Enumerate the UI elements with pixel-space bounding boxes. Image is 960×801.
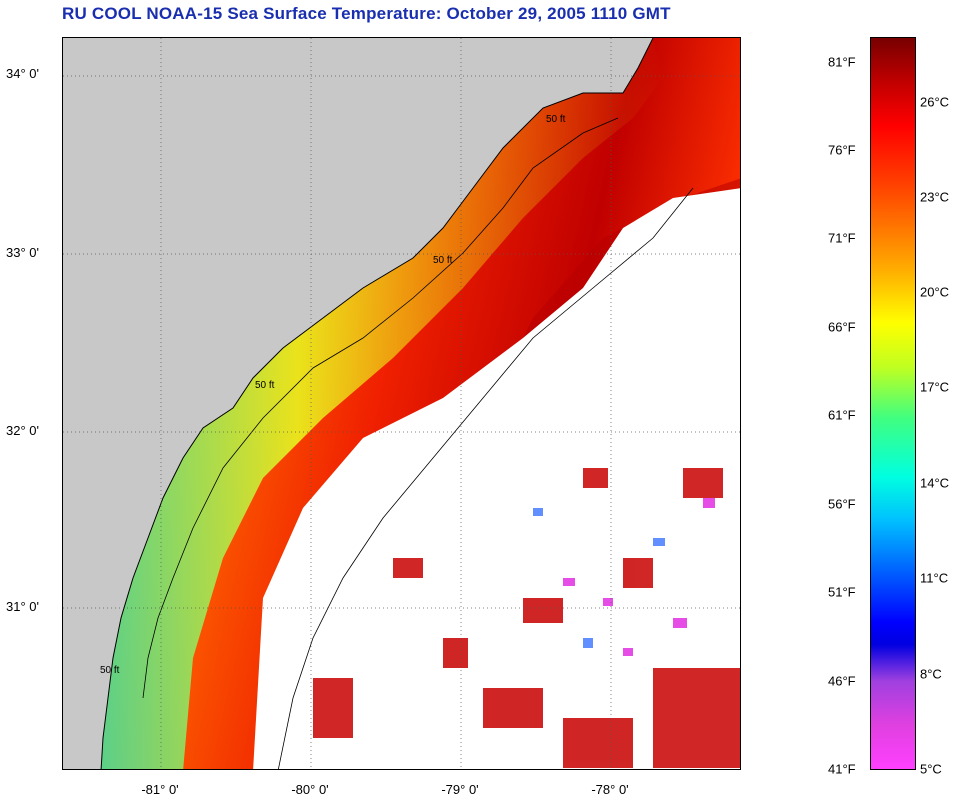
sst-map-canvas: 50 ft 50 ft 50 ft 50 ft [63,38,740,769]
lat-label-32: 32° 0' [6,423,39,438]
lat-label-31: 31° 0' [6,599,39,614]
colorbar-f-label: 56°F [828,496,856,512]
contour-label-4: 50 ft [100,665,120,676]
coastal-band [101,38,663,769]
depth-contour-offshore [278,187,694,769]
contour-label-2: 50 ft [433,255,453,266]
contour-label-1: 50 ft [546,114,566,125]
lat-label-34: 34° 0' [6,66,39,81]
contour-label-3: 50 ft [255,380,275,391]
colorbar-c-label: 17°C [920,379,950,395]
colorbar-f-label: 66°F [828,319,856,335]
colorbar-f-label: 46°F [828,673,856,689]
colorbar-f-label: 41°F [828,761,856,777]
colorbar-f-label: 61°F [828,407,856,423]
colorbar-c-label: 11°C [920,570,949,586]
cloud-cover [253,188,740,769]
land-area [63,38,653,769]
sst-patches [313,468,740,768]
cool-patches [563,498,715,656]
colorbar-f-label: 51°F [828,584,856,600]
lon-label-79: -79° 0' [441,782,479,797]
lat-label-33: 33° 0' [6,245,39,260]
lon-label-78: -78° 0' [591,782,629,797]
map-title: RU COOL NOAA-15 Sea Surface Temperature:… [62,4,671,23]
colorbar-f-label: 76°F [828,142,856,158]
colorbar-c-label: 26°C [920,94,950,110]
colorbar-c-label: 5°C [920,761,942,777]
lon-label-80: -80° 0' [291,782,329,797]
colorbar-c-label: 8°C [920,666,942,682]
colorbar-f-label: 81°F [828,54,856,70]
temperature-colorbar [870,37,916,770]
colorbar-c-label: 20°C [920,284,950,300]
lon-label-81: -81° 0' [141,782,179,797]
colorbar-c-label: 23°C [920,189,950,205]
colorbar-f-label: 71°F [828,230,856,246]
coastline [100,38,654,769]
colorbar-c-label: 14°C [920,475,950,491]
depth-contour-50ft [142,117,619,699]
sst-map[interactable]: 50 ft 50 ft 50 ft 50 ft [62,37,741,770]
